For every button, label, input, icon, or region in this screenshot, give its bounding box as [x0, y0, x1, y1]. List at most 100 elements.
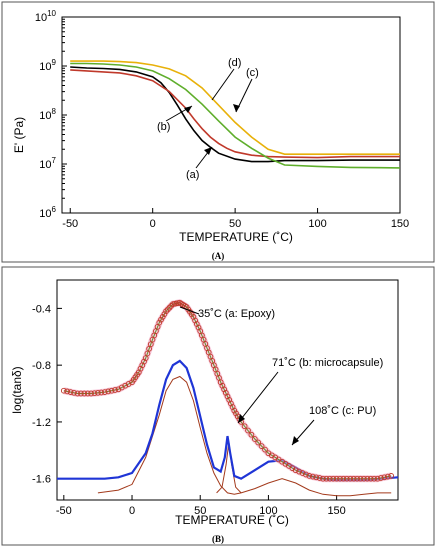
epoxy-point	[364, 475, 371, 482]
panel-a-x-tick-label: -50	[62, 218, 78, 230]
arrow-b-head	[184, 106, 192, 113]
panel-a-y-tick-label: 106	[39, 205, 56, 220]
panel-b-caption: (B)	[212, 534, 224, 544]
panel-a-y-tick-label: 108	[39, 107, 56, 122]
panel-a-y-tick-base: 10	[39, 110, 51, 122]
panel-b-series-a-epoxy	[60, 299, 395, 483]
epoxy-point	[161, 311, 168, 317]
epoxy-point	[340, 475, 347, 482]
epoxy-point	[88, 390, 94, 397]
panel-b-y-tick-label: -0.8	[32, 360, 51, 372]
panel-a-x-ticks: -50 0 50 100 150	[62, 208, 409, 230]
epoxy-point	[233, 410, 239, 417]
epoxy-point	[347, 475, 354, 482]
panel-a-series-b	[70, 69, 400, 159]
epoxy-point	[330, 475, 337, 482]
epoxy-point	[258, 443, 265, 449]
arrow-microcapsule	[237, 371, 279, 424]
panel-a-series-d	[70, 62, 401, 169]
epoxy-point	[74, 390, 81, 397]
epoxy-point	[245, 427, 251, 434]
panel-a-y-tick-base: 10	[39, 61, 51, 73]
panel-b-series-b-microcapsule	[57, 359, 399, 482]
epoxy-point	[384, 473, 391, 480]
panel-b-x-tick-label: 150	[327, 505, 345, 517]
epoxy-point	[378, 475, 384, 481]
panel-a-y-tick-exp: 10	[47, 9, 56, 18]
epoxy-point	[333, 475, 340, 482]
epoxy-point	[248, 431, 255, 438]
epoxy-point	[361, 475, 367, 482]
epoxy-point	[323, 475, 330, 482]
arrow-epoxy	[179, 306, 200, 315]
panel-a-series-c	[70, 60, 400, 155]
epoxy-point	[112, 387, 118, 393]
annotation-c: (c)	[246, 67, 259, 79]
panel-b-y-axis-label: log(tanδ)	[10, 366, 24, 413]
epoxy-point	[108, 387, 115, 394]
epoxy-point	[217, 379, 224, 386]
annotation-pu: 108˚C (c: PU)	[309, 405, 376, 417]
annotation-epoxy: 35˚C (a: Epoxy)	[198, 308, 275, 320]
panel-b-y-tick-label: -1.2	[32, 417, 51, 429]
epoxy-point	[78, 390, 84, 397]
panel-a-x-tick-label: 100	[308, 218, 326, 230]
panel-b-y-tick-label: -1.6	[32, 474, 51, 486]
epoxy-point	[122, 382, 129, 389]
epoxy-point	[84, 390, 91, 397]
panel-b-plot-frame	[56, 279, 399, 501]
panel-a-x-axis-label: TEMPERATURE (˚C)	[179, 230, 293, 244]
panel-a-x-tick-label: 150	[391, 218, 409, 230]
epoxy-point	[354, 475, 360, 482]
epoxy-point	[98, 389, 105, 396]
panel-b-x-tick-label: -50	[56, 505, 72, 517]
panel-a-y-tick-label: 107	[39, 156, 56, 171]
panel-a-y-tick-label: 1010	[35, 9, 57, 24]
epoxy-point	[81, 390, 88, 397]
epoxy-point	[224, 393, 231, 400]
epoxy-point	[158, 316, 164, 323]
panel-b-x-tick-label: 0	[129, 505, 135, 517]
panel-b-series-c-pu	[97, 375, 392, 497]
panel-a-border	[1, 1, 435, 263]
epoxy-point	[144, 350, 151, 357]
epoxy-point	[164, 306, 171, 313]
epoxy-point	[343, 475, 350, 482]
epoxy-point	[367, 475, 374, 482]
epoxy-point	[326, 475, 333, 482]
panel-a-y-tick-exp: 7	[52, 156, 57, 165]
epoxy-point	[159, 314, 166, 320]
epoxy-point	[91, 390, 98, 397]
panel-a-y-tick-exp: 6	[52, 205, 57, 214]
epoxy-point	[296, 468, 302, 475]
epoxy-point	[156, 319, 163, 326]
epoxy-point	[350, 475, 357, 482]
epoxy-point	[228, 400, 234, 407]
epoxy-point	[309, 473, 316, 480]
epoxy-point	[60, 387, 67, 394]
epoxy-point	[231, 407, 238, 414]
panel-a-y-tick-base: 10	[35, 12, 47, 24]
epoxy-point	[313, 474, 320, 481]
panel-b-y-tick-label: -0.4	[32, 303, 51, 315]
epoxy-point	[67, 389, 74, 395]
epoxy-point	[316, 475, 323, 481]
epoxy-point	[357, 475, 364, 482]
epoxy-point	[166, 304, 173, 311]
panel-b-x-ticks: -50 0 50 100 150	[56, 495, 346, 517]
epoxy-point	[64, 388, 71, 395]
arrow-c-head	[233, 104, 240, 112]
arrow-a-head	[204, 147, 212, 155]
panel-b-border	[1, 266, 435, 546]
epoxy-point	[262, 446, 268, 453]
epoxy-point	[221, 386, 227, 393]
epoxy-point	[95, 389, 101, 396]
epoxy-point	[163, 308, 169, 315]
panel-a-series	[70, 60, 401, 169]
epoxy-point	[374, 475, 381, 482]
epoxy-point	[255, 439, 262, 446]
annotation-d: (d)	[228, 57, 241, 69]
epoxy-point	[141, 358, 147, 365]
